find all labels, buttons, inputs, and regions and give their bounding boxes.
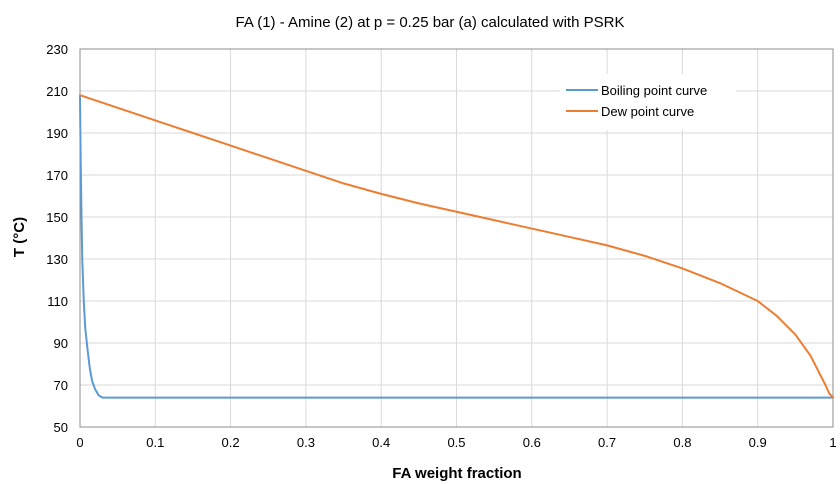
y-tick-label: 170 — [46, 168, 68, 183]
x-tick-label: 0.4 — [372, 435, 390, 450]
x-tick-label: 0.2 — [222, 435, 240, 450]
legend: Boiling point curve Dew point curve — [560, 74, 736, 130]
x-tick-label: 0.6 — [523, 435, 541, 450]
x-tick-label: 1 — [829, 435, 836, 450]
y-tick-label: 210 — [46, 84, 68, 99]
x-axis-title: FA weight fraction — [392, 465, 521, 482]
y-tick-label: 190 — [46, 126, 68, 141]
y-tick-label: 110 — [47, 294, 68, 309]
y-axis-title: T (°C) — [11, 217, 28, 257]
y-tick-label: 150 — [46, 210, 68, 225]
tick-labels: 50 70 90 110 130 150 170 190 210 230 0 0.1 0.2 0.3 0.4… — [46, 42, 836, 450]
legend-background — [560, 74, 736, 130]
x-tick-label: 0.1 — [146, 435, 164, 450]
x-tick-label: 0 — [76, 435, 83, 450]
dew-point-curve — [79, 94, 834, 399]
y-tick-label: 230 — [46, 42, 68, 57]
x-tick-label: 0.7 — [598, 435, 616, 450]
x-tick-label: 0.5 — [447, 435, 465, 450]
plot-area-border — [79, 48, 834, 428]
x-tick-label: 0.9 — [749, 435, 767, 450]
x-tick-label: 0.8 — [673, 435, 691, 450]
y-tick-label: 90 — [54, 336, 68, 351]
y-tick-label: 50 — [54, 420, 68, 435]
x-tick-label: 0.3 — [297, 435, 315, 450]
y-tick-label: 70 — [54, 378, 68, 393]
legend-label: Dew point curve — [601, 104, 694, 119]
series-group — [79, 94, 834, 399]
chart-title: FA (1) - Amine (2) at p = 0.25 bar (a) c… — [236, 14, 625, 31]
boiling-point-curve — [79, 94, 834, 399]
legend-label: Boiling point curve — [601, 83, 707, 98]
y-tick-label: 130 — [46, 252, 68, 267]
